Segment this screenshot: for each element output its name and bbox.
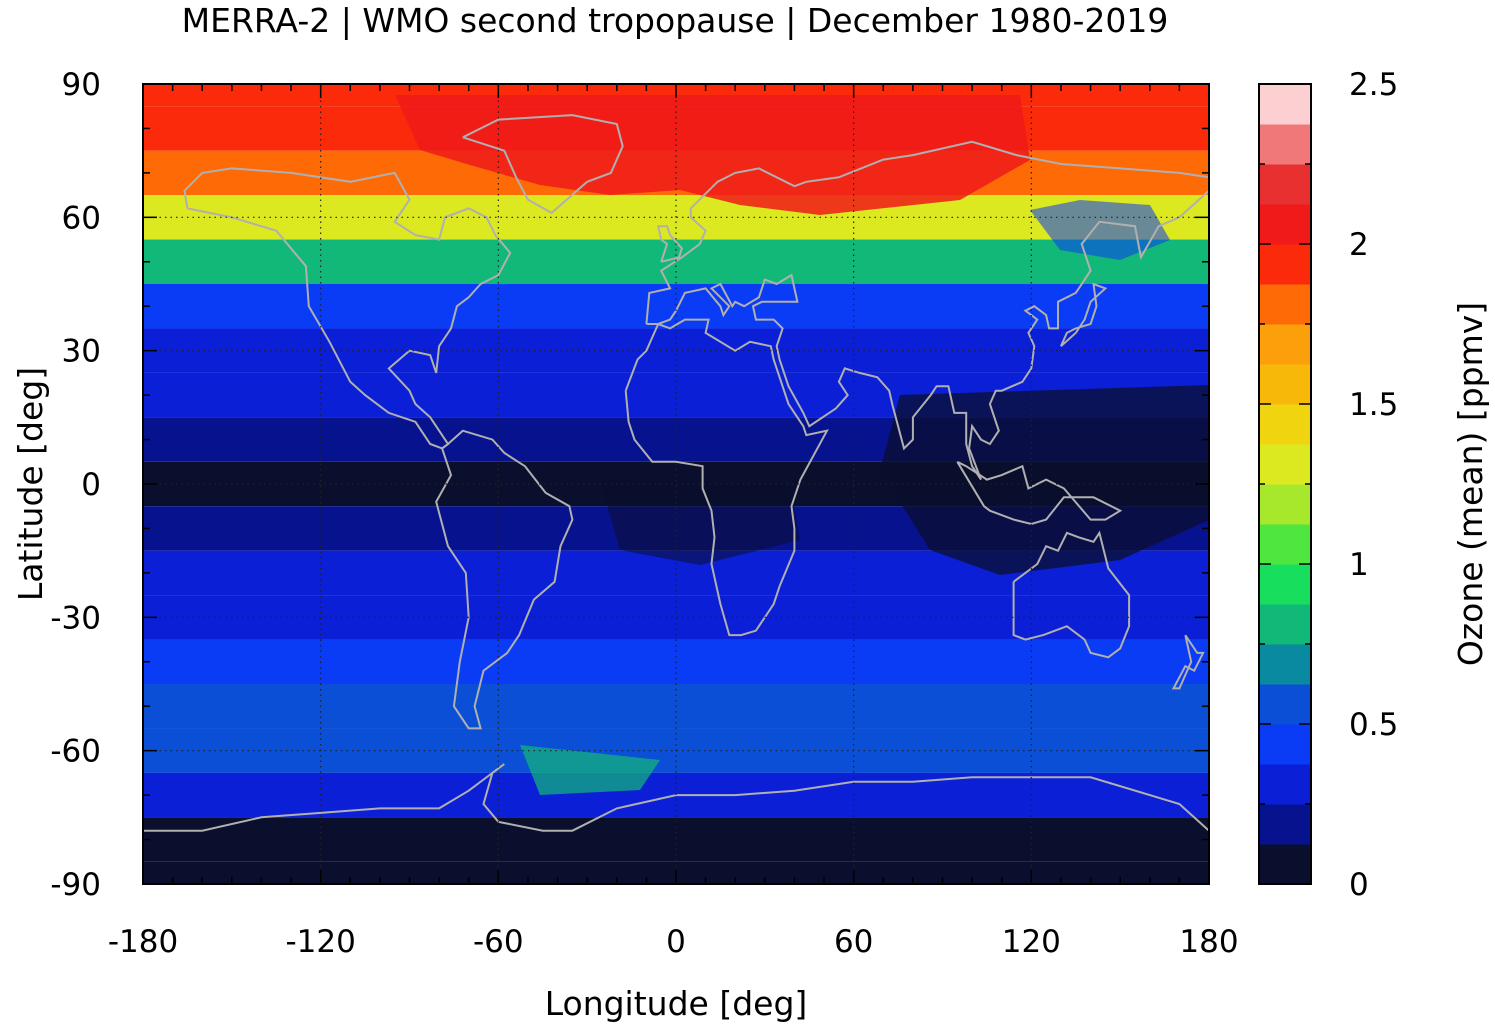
- colorbar-swatch: [1259, 124, 1311, 165]
- x-tick-label: -60: [473, 924, 524, 960]
- y-tick-label: -30: [50, 600, 101, 636]
- colorbar-swatch: [1259, 564, 1311, 605]
- y-tick-labels: 90 60 30 0 -30 -60 -90: [50, 67, 101, 903]
- southern-ocean-patch: [520, 745, 660, 795]
- y-tick-label: 60: [62, 200, 101, 236]
- greenland-coast: [462, 114, 624, 215]
- colorbar-swatch: [1259, 764, 1311, 805]
- x-tick-label: 120: [1002, 924, 1061, 960]
- colorbar-tick-label: 0.5: [1349, 707, 1398, 743]
- colorbar-swatch: [1259, 844, 1311, 885]
- x-tick-label: -120: [285, 924, 355, 960]
- x-tick-label: 180: [1179, 924, 1238, 960]
- tropical-low-africa: [600, 480, 800, 565]
- africa-coast: [624, 318, 829, 637]
- colorbar-swatch: [1259, 604, 1311, 645]
- y-axis-label: Latitude [deg]: [11, 367, 50, 601]
- uk-coast: [656, 225, 684, 263]
- colorbar-tick-label: 2.5: [1349, 67, 1398, 103]
- colorbar-swatch: [1259, 204, 1311, 245]
- x-tick-labels: -180 -120 -60 0 60 120 180: [108, 924, 1239, 960]
- axis-ticks: [142, 83, 1210, 885]
- colorbar-swatch: [1259, 484, 1311, 525]
- colorbar-swatch: [1259, 324, 1311, 365]
- y-tick-label: -60: [50, 734, 101, 770]
- japan-coast: [1059, 282, 1108, 347]
- australia-coast: [1012, 530, 1131, 659]
- colorbar-swatch: [1259, 244, 1311, 285]
- colorbar-swatch: [1259, 444, 1311, 485]
- europe-russia-max-region: [395, 95, 1030, 215]
- colorbar-label: Ozone (mean) [ppmv]: [1451, 302, 1490, 666]
- colorbar-swatch: [1259, 724, 1311, 765]
- colorbar-swatch: [1259, 404, 1311, 445]
- coastlines: [143, 114, 1209, 832]
- gridlines: [143, 84, 1209, 884]
- eurasia-coast: [645, 140, 1209, 481]
- colorbar-ticks: [1259, 83, 1311, 885]
- map-plot-area: [143, 84, 1209, 884]
- colorbar-swatch: [1259, 164, 1311, 205]
- y-tick-label: -90: [50, 867, 101, 903]
- x-tick-label: 60: [834, 924, 873, 960]
- colorbar-swatch: [1259, 644, 1311, 685]
- colorbar-swatch: [1259, 804, 1311, 845]
- colorbar-swatch: [1259, 284, 1311, 325]
- regional-features: [395, 95, 1209, 795]
- colorbar-tick-label: 2: [1349, 227, 1369, 263]
- east-asia-low-patch: [1030, 200, 1170, 260]
- colorbar-swatch: [1259, 84, 1311, 125]
- south-america-coast: [435, 429, 574, 730]
- indonesia-coast: [956, 460, 1123, 526]
- colorbar-tick-label: 0: [1349, 867, 1369, 903]
- new-zealand-coast: [1171, 634, 1205, 690]
- x-tick-label: 0: [666, 924, 686, 960]
- y-tick-label: 0: [81, 467, 101, 503]
- colorbar-swatch: [1259, 524, 1311, 565]
- colorbar-swatch: [1259, 364, 1311, 405]
- colorbar-tick-labels: 0 0.5 1 1.5 2 2.5: [1349, 67, 1398, 903]
- ozone-band: [143, 595, 1209, 640]
- north-america-coast: [183, 167, 512, 450]
- y-tick-label: 90: [62, 67, 101, 103]
- colorbar: [1259, 84, 1311, 885]
- colorbar-tick-label: 1.5: [1349, 387, 1398, 423]
- x-tick-label: -180: [108, 924, 178, 960]
- colorbar-tick-label: 1: [1349, 547, 1369, 583]
- x-axis-label: Longitude [deg]: [545, 984, 808, 1023]
- y-tick-label: 30: [62, 334, 101, 370]
- colorbar-swatch: [1259, 684, 1311, 725]
- chart-title: MERRA-2 | WMO second tropopause | Decemb…: [182, 1, 1169, 40]
